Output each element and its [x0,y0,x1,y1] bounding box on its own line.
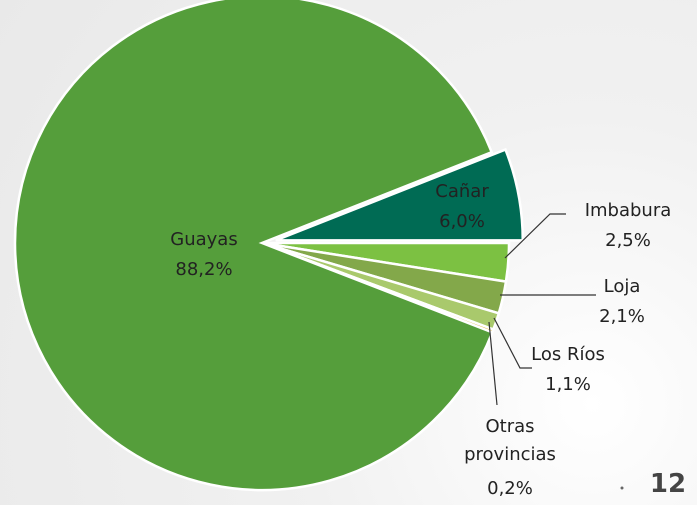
slice-value: 1,1% [545,374,591,395]
slice-label: Imbabura [585,200,672,221]
page-number: 12 [650,469,686,499]
slice-value: 2,1% [599,306,645,327]
slice-label: Los Ríos [531,344,605,365]
slice-label: Guayas [170,229,237,250]
slice-label: Cañar [435,181,489,202]
slice-value: 88,2% [175,259,232,280]
leader-line [504,213,566,259]
slice-label: Loja [604,276,641,297]
label-line: Otras [485,416,534,437]
slice [13,0,494,492]
label-line: provincias [464,444,556,465]
dot [620,486,624,490]
leader-line [488,321,498,406]
slice-value: 6,0% [439,211,485,232]
slice-label: Otras provincias [464,416,556,465]
slice-value: 0,2% [487,478,533,499]
slice-value: 2,5% [605,230,651,251]
leader-line [493,317,532,369]
